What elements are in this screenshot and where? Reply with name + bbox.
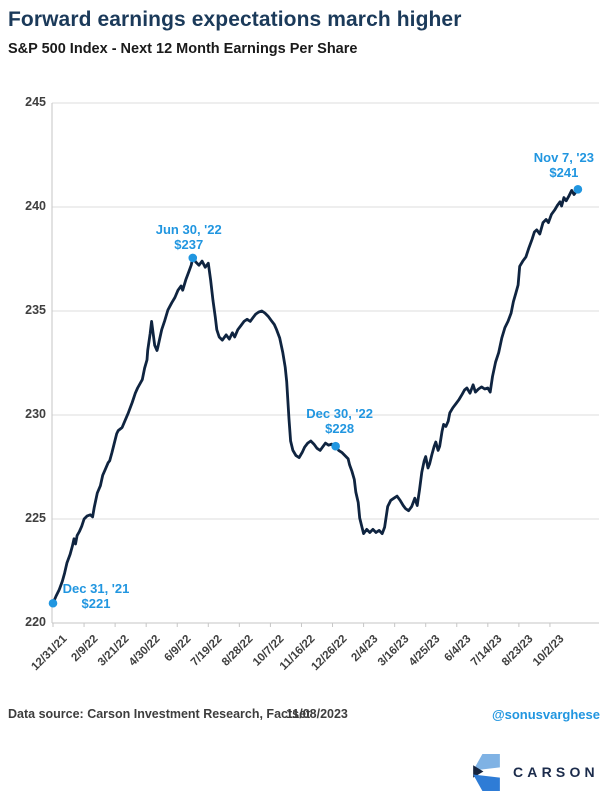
annotation-value: $241 xyxy=(549,165,579,181)
annotation-date: Dec 31, '21 xyxy=(62,581,130,597)
chart-annotation: Dec 30, '22 $228 xyxy=(306,406,373,436)
chart-annotation: Jun 30, '22 $237 xyxy=(156,222,222,252)
author-handle: @sonusvarghese xyxy=(491,707,600,722)
carson-logo-icon xyxy=(473,753,500,791)
eps-line-chart: 220 225 230 235 240 245 12/31/21 2/9/22 3/21/22 4… xyxy=(25,95,599,673)
chart-annotation: Nov 7, '23 $241 xyxy=(534,150,594,180)
y-tick-label: 240 xyxy=(25,199,46,213)
y-tick-label: 225 xyxy=(25,511,46,525)
chart-canvas xyxy=(48,102,599,627)
annotation-value: $237 xyxy=(174,236,204,252)
brand-name: CARSON xyxy=(513,764,599,780)
annotation-date: Dec 30, '22 xyxy=(306,406,373,422)
annotation-dot xyxy=(188,253,198,263)
annotation-dot xyxy=(48,598,58,608)
y-tick-label: 220 xyxy=(25,615,46,629)
page-title: Forward earnings expectations march high… xyxy=(8,8,462,31)
annotation-dot xyxy=(573,185,583,194)
y-tick-label: 230 xyxy=(25,407,46,421)
data-source-text: Data source: Carson Investment Research,… xyxy=(8,707,311,721)
eps-line xyxy=(51,187,580,605)
carson-logo: CARSON xyxy=(472,752,600,792)
annotation-dot xyxy=(331,441,340,451)
annotation-date: Jun 30, '22 xyxy=(155,221,222,237)
y-tick-label: 235 xyxy=(25,303,46,317)
annotation-value: $221 xyxy=(81,596,111,612)
as-of-date: 11/08/2023 xyxy=(286,707,348,721)
annotation-value: $228 xyxy=(325,421,355,437)
chart-annotation: Dec 31, '21 $221 xyxy=(63,581,130,611)
y-tick-label: 245 xyxy=(25,95,46,109)
chart-subtitle: S&P 500 Index - Next 12 Month Earnings P… xyxy=(8,41,358,57)
annotation-date: Nov 7, '23 xyxy=(533,150,594,166)
